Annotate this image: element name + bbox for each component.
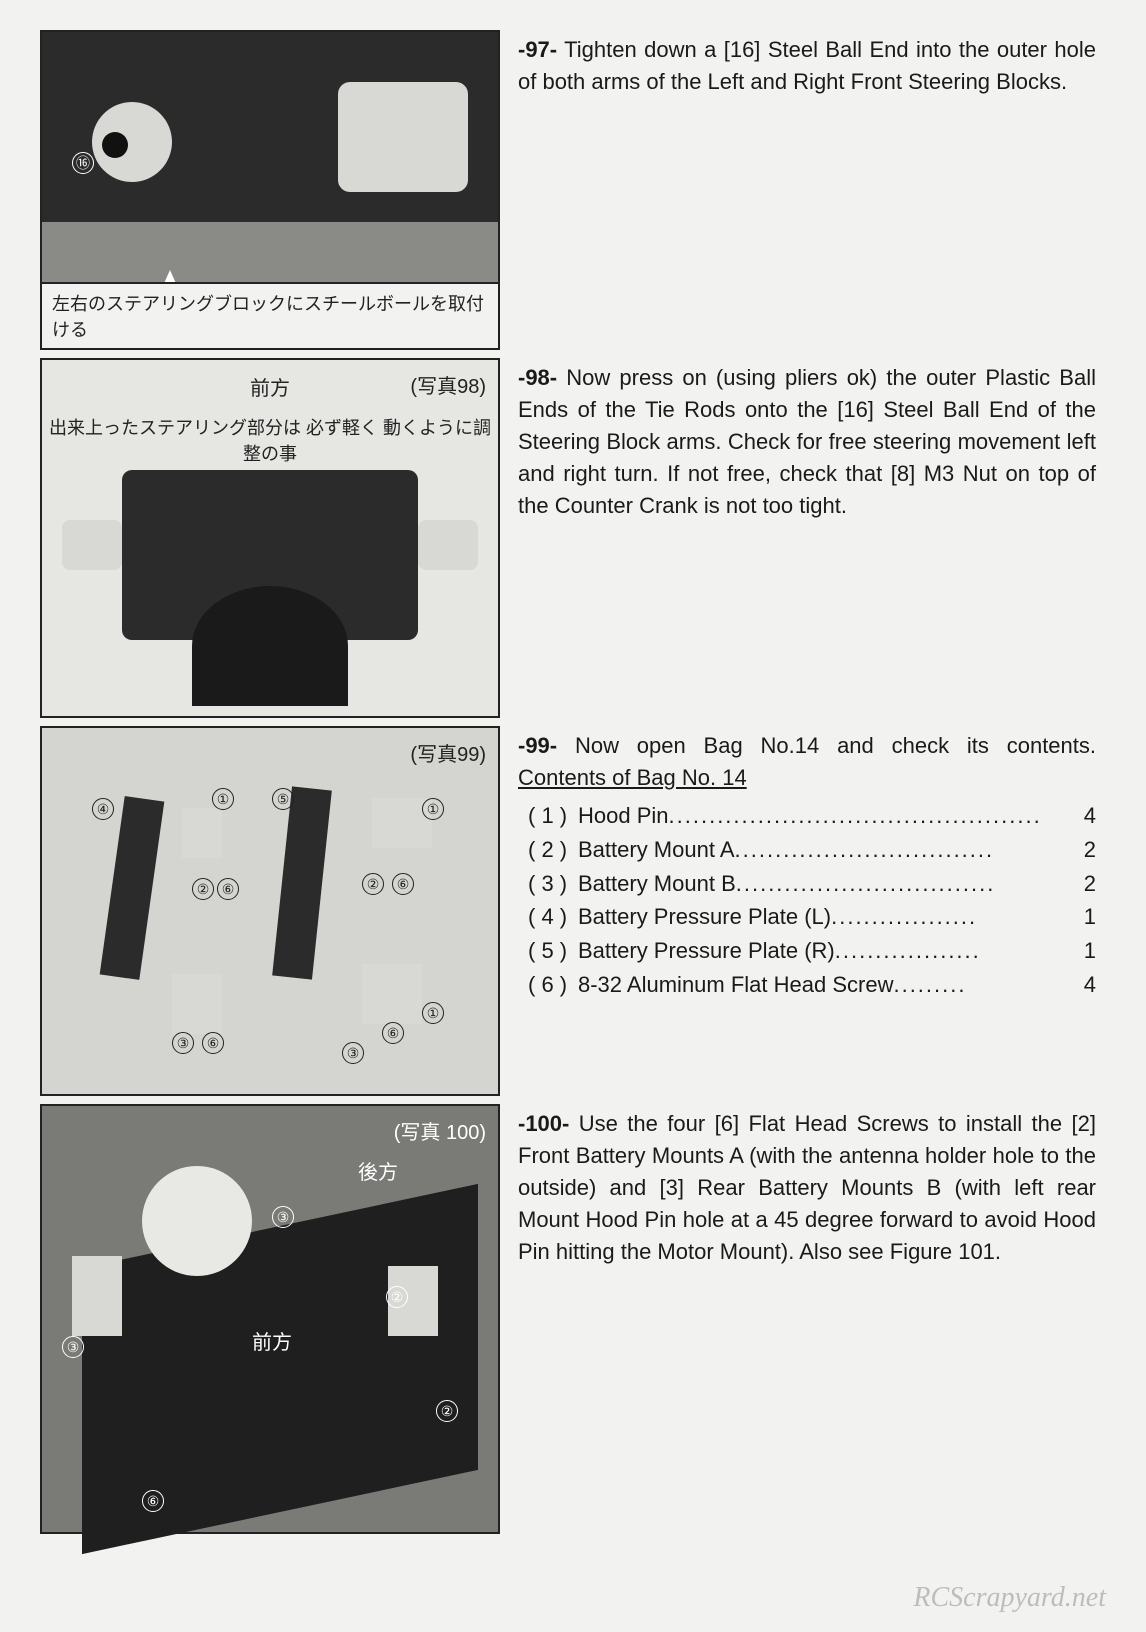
p100-front-jp: 前方	[252, 1326, 292, 1355]
p100-m2b: ②	[436, 1400, 458, 1422]
photo-98-top-jp: 前方	[250, 372, 290, 401]
step-100-text: -100- Use the four [6] Flat Head Screws …	[518, 1104, 1096, 1534]
part-line: ( 3 )Battery Mount B....................…	[518, 868, 1096, 900]
photo-97: (写真97) ⑯ 左右のステアリングブロックにスチールボールを取付ける	[40, 30, 500, 350]
part-line: ( 1 )Hood Pin...........................…	[518, 800, 1096, 832]
step-99-num: -99-	[518, 733, 557, 758]
step-98-body: Now press on (using pliers ok) the outer…	[518, 365, 1096, 518]
p100-m3b: ③	[62, 1336, 84, 1358]
photo-98-label: (写真98)	[410, 370, 486, 399]
photo-99: (写真99) ④ ⑤ ② ② ⑥ ⑥ ① ① ③ ⑥ ③ ⑥ ①	[40, 726, 500, 1096]
p100-m2a: ②	[386, 1286, 408, 1308]
step-97-num: -97-	[518, 37, 557, 62]
step-98-text: -98- Now press on (using pliers ok) the …	[518, 358, 1096, 718]
step-100-num: -100-	[518, 1111, 569, 1136]
step-99-underlined: Contents of Bag No. 14	[518, 765, 747, 790]
step-row-97: (写真97) ⑯ 左右のステアリングブロックにスチールボールを取付ける -97-…	[40, 30, 1096, 350]
p99-m6d: ⑥	[382, 1022, 404, 1044]
step-98-num: -98-	[518, 365, 557, 390]
parts-list-99: ( 1 )Hood Pin...........................…	[518, 800, 1096, 1001]
p99-m1b: ①	[422, 798, 444, 820]
photo-98-mid-jp: 出来上ったステアリング部分は 必ず軽く 動くように調整の事	[42, 414, 498, 466]
p99-m3b: ③	[342, 1042, 364, 1064]
part-line: ( 6 )8-32 Aluminum Flat Head Screw......…	[518, 969, 1096, 1001]
photo-97-marker-16: ⑯	[72, 152, 94, 174]
p99-m6c: ⑥	[202, 1032, 224, 1054]
step-97-body: Tighten down a [16] Steel Ball End into …	[518, 37, 1096, 94]
p99-m1a: ①	[212, 788, 234, 810]
p100-rear-jp: 後方	[358, 1156, 398, 1185]
p99-m6a: ⑥	[217, 878, 239, 900]
p99-m4: ④	[92, 798, 114, 820]
watermark: RCScrapyard.net	[913, 1582, 1106, 1614]
part-line: ( 2 )Battery Mount A....................…	[518, 834, 1096, 866]
part-line: ( 4 )Battery Pressure Plate (L).........…	[518, 901, 1096, 933]
photo-99-label: (写真99)	[410, 738, 486, 767]
step-99-text: -99- Now open Bag No.14 and check its co…	[518, 726, 1096, 1096]
p99-m1c: ①	[422, 1002, 444, 1024]
photo-97-caption: 左右のステアリングブロックにスチールボールを取付ける	[42, 282, 498, 348]
p99-m3a: ③	[172, 1032, 194, 1054]
p99-m6b: ⑥	[392, 873, 414, 895]
photo-98: (写真98) 前方 出来上ったステアリング部分は 必ず軽く 動くように調整の事	[40, 358, 500, 718]
step-99-lead: Now open Bag No.14 and check its content…	[557, 733, 1096, 758]
part-line: ( 5 )Battery Pressure Plate (R).........…	[518, 935, 1096, 967]
p100-m3a: ③	[272, 1206, 294, 1228]
p99-m5: ⑤	[272, 788, 294, 810]
step-100-body: Use the four [6] Flat Head Screws to ins…	[518, 1111, 1096, 1264]
step-row-99: (写真99) ④ ⑤ ② ② ⑥ ⑥ ① ① ③ ⑥ ③ ⑥ ① -99- No…	[40, 726, 1096, 1096]
photo-100-label: (写真 100)	[394, 1116, 486, 1145]
p99-m2a: ②	[192, 878, 214, 900]
step-97-text: -97- Tighten down a [16] Steel Ball End …	[518, 30, 1096, 350]
step-row-100: (写真 100) 後方 前方 ③ ③ ② ② ⑥ -100- Use the f…	[40, 1104, 1096, 1534]
p99-m2b: ②	[362, 873, 384, 895]
p100-m6: ⑥	[142, 1490, 164, 1512]
photo-100: (写真 100) 後方 前方 ③ ③ ② ② ⑥	[40, 1104, 500, 1534]
step-row-98: (写真98) 前方 出来上ったステアリング部分は 必ず軽く 動くように調整の事 …	[40, 358, 1096, 718]
